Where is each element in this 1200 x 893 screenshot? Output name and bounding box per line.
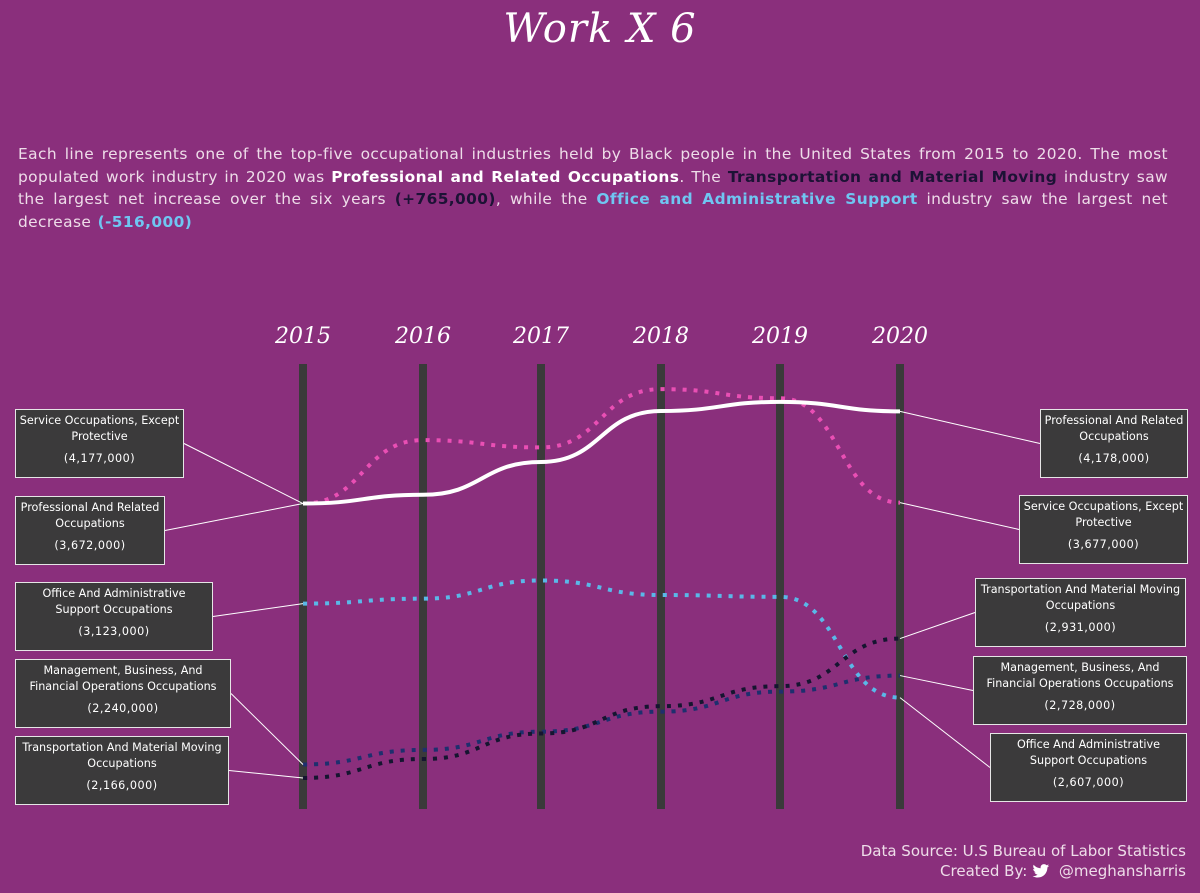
connector-right-0 (899, 410, 1041, 444)
label-box-name: Transportation And Material Moving Occup… (980, 583, 1181, 612)
connector-right-1 (899, 502, 1020, 530)
series-line-1 (302, 399, 901, 506)
label-box-value: (2,728,000) (1044, 699, 1116, 712)
label-box-right-2: Transportation And Material Moving Occup… (975, 578, 1186, 647)
label-box-name: Professional And Related Occupations (20, 501, 160, 530)
label-box-value: (3,677,000) (1067, 538, 1140, 551)
desc-highlight-professional: Professional and Related Occupations (331, 167, 680, 186)
desc-text-1: Each line represents one of the top-five… (18, 145, 1168, 186)
connector-left-2 (212, 603, 304, 617)
label-box-right-0: Professional And Related Occupations (4,1… (1040, 409, 1188, 478)
label-box-value: (3,123,000) (78, 625, 150, 638)
label-box-value: (2,931,000) (1044, 621, 1117, 634)
connector-left-1 (164, 503, 304, 531)
label-box-left-0: Service Occupations, Except Protective (4… (15, 409, 184, 478)
series-line-2 (302, 578, 901, 700)
year-label-2018: 2018 (633, 324, 689, 349)
label-box-value: (2,240,000) (87, 702, 159, 715)
twitter-bird-icon (1032, 864, 1050, 878)
connector-right-2 (899, 612, 976, 640)
label-box-value: (2,166,000) (86, 779, 158, 792)
connector-left-3 (230, 693, 304, 765)
year-label-2015: 2015 (275, 324, 331, 349)
label-box-left-3: Management, Business, And Financial Oper… (15, 659, 231, 728)
label-box-left-2: Office And Administrative Support Occupa… (15, 582, 213, 651)
desc-highlight-decrease: (-516,000) (97, 212, 193, 231)
label-box-value: (4,178,000) (1078, 452, 1150, 465)
year-label-2020: 2020 (872, 324, 928, 349)
label-box-name: Service Occupations, Except Protective (1023, 500, 1184, 529)
label-box-name: Service Occupations, Except Protective (19, 414, 180, 443)
created-by-label: Created By: (940, 862, 1028, 880)
year-column-2015 (299, 364, 307, 809)
description-paragraph: Each line represents one of the top-five… (18, 143, 1168, 233)
desc-text-2: . The (679, 167, 728, 186)
label-box-left-4: Transportation And Material Moving Occup… (15, 736, 229, 805)
desc-text-4: , while the (495, 190, 597, 208)
connector-right-3 (899, 675, 974, 691)
chart-title: Work X 6 (503, 6, 697, 52)
year-label-2017: 2017 (513, 324, 569, 349)
connector-left-0 (183, 443, 304, 504)
data-source-text: Data Source: U.S Bureau of Labor Statist… (860, 842, 1186, 860)
label-box-name: Management, Business, And Financial Oper… (29, 664, 217, 693)
year-column-2017 (537, 364, 545, 809)
label-box-name: Transportation And Material Moving Occup… (22, 741, 222, 770)
desc-text-3: industry saw the largest net increase ov… (18, 167, 1169, 209)
year-label-2019: 2019 (752, 324, 808, 349)
series-line-4 (302, 636, 901, 780)
author-handle: @meghansharris (1058, 862, 1186, 880)
created-by-line: Created By: @meghansharris (861, 861, 1186, 881)
label-box-right-1: Service Occupations, Except Protective (3… (1019, 495, 1188, 564)
year-label-2016: 2016 (395, 324, 451, 349)
desc-highlight-increase: (+765,000) (394, 190, 496, 208)
year-column-2018 (657, 364, 665, 809)
label-box-name: Office And Administrative Support Occupa… (1016, 738, 1161, 767)
footer: Data Source: U.S Bureau of Labor Statist… (861, 841, 1186, 881)
desc-text-5: industry saw the largest net decrease (18, 190, 1168, 231)
label-box-right-4: Office And Administrative Support Occupa… (990, 733, 1187, 802)
label-box-left-1: Professional And Related Occupations (3,6… (15, 496, 165, 565)
label-box-right-3: Management, Business, And Financial Oper… (973, 656, 1187, 725)
label-box-name: Management, Business, And Financial Oper… (986, 661, 1174, 690)
connector-right-4 (899, 697, 991, 768)
desc-highlight-transportation: Transportation and Material Moving (727, 167, 1058, 186)
year-column-2016 (419, 364, 427, 809)
year-column-2019 (776, 364, 784, 809)
label-box-value: (4,177,000) (63, 452, 136, 465)
label-box-value: (2,607,000) (1052, 776, 1125, 789)
label-box-name: Office And Administrative Support Occupa… (42, 587, 186, 616)
series-line-0 (302, 387, 901, 506)
connector-left-4 (228, 770, 304, 779)
year-column-2020 (896, 364, 904, 809)
series-line-3 (302, 673, 901, 767)
desc-highlight-office: Office and Administrative Support (596, 190, 918, 208)
label-box-value: (3,672,000) (54, 539, 126, 552)
label-box-name: Professional And Related Occupations (1044, 414, 1184, 443)
